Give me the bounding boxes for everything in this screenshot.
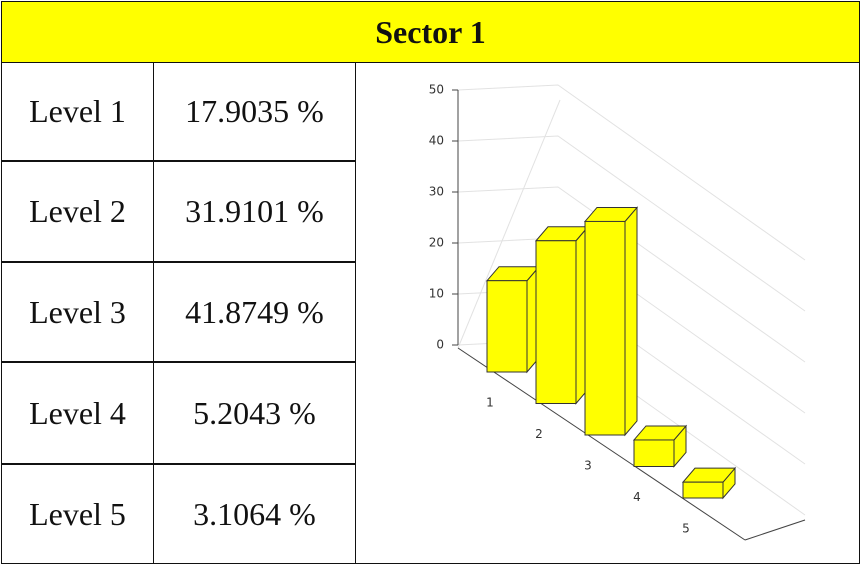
bar (584, 220, 626, 436)
row-value: 41.8749 % (153, 262, 356, 362)
bar (633, 439, 675, 467)
x-tick-label: 4 (633, 490, 641, 504)
category-axis (457, 347, 746, 541)
row-label: Level 3 (1, 262, 154, 362)
row-label: Level 4 (1, 362, 154, 464)
x-tick-label: 1 (486, 396, 494, 410)
row-value: 31.9101 % (153, 161, 356, 262)
grid-line (457, 135, 806, 312)
wall-edge (457, 99, 561, 349)
row-label: Level 5 (1, 464, 154, 564)
row-label: Level 2 (1, 161, 154, 262)
row-value: 3.1064 % (153, 464, 356, 564)
row-value: 5.2043 % (153, 362, 356, 464)
x-tick-label: 2 (535, 427, 543, 441)
depth-axis (744, 519, 806, 541)
grid-line (457, 84, 806, 261)
z-tick-label: 20 (429, 236, 444, 250)
bar (535, 240, 577, 404)
row-label: Level 1 (1, 62, 154, 161)
z-tick-label: 0 (436, 338, 444, 352)
table-title: Sector 1 (1, 1, 860, 63)
z-tick-label: 50 (429, 83, 444, 97)
x-tick-label: 5 (682, 522, 690, 536)
z-tick-label: 30 (429, 185, 444, 199)
z-tick-label: 10 (429, 287, 444, 301)
grid-line (457, 186, 806, 363)
bar-side (624, 206, 638, 437)
bar (486, 280, 528, 373)
bar (682, 481, 724, 499)
x-tick-label: 3 (584, 459, 592, 473)
row-value: 17.9035 % (153, 62, 356, 161)
z-tick-label: 40 (429, 134, 444, 148)
